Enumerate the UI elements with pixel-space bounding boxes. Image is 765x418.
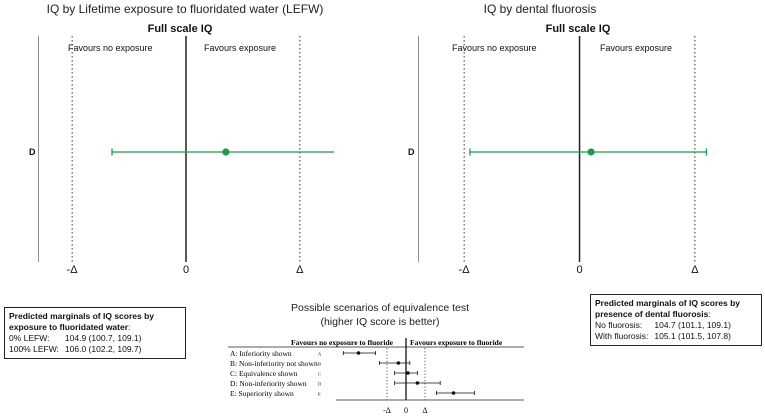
panel-2-plot xyxy=(418,36,708,262)
scenario-estimate xyxy=(356,351,361,355)
scenario-label: D: Non-inferiority shown xyxy=(230,379,307,388)
scenario-key: D xyxy=(318,382,322,387)
scenarios-title: Possible scenarios of equivalence test (… xyxy=(290,302,470,328)
panel-1-tick-zero: 0 xyxy=(182,264,190,276)
panel-1-tick-minus-delta: -Δ xyxy=(66,264,78,276)
marginals-left-heading: Predicted marginals of IQ scores by expo… xyxy=(9,311,155,332)
panel-2-subtitle: Full scale IQ xyxy=(545,23,611,35)
panel-2-ci xyxy=(469,148,708,156)
scenarios-tick-zero: 0 xyxy=(404,406,408,415)
marginals-right-heading: Predicted marginals of IQ scores by pres… xyxy=(595,298,741,319)
scenarios-right-label: Favours exposure to fluoride xyxy=(410,338,503,347)
panel-2-left-label: Favours no exposure xyxy=(452,43,537,53)
scenario-key: C xyxy=(318,372,321,377)
panel-2-title: IQ by dental fluorosis xyxy=(483,2,597,16)
scenarios-left-label: Favours no exposure to fluoride xyxy=(291,338,394,347)
scenario-label: A: Inferiority shown xyxy=(230,349,292,358)
point-estimate xyxy=(587,148,595,156)
panel-2-tick-zero: 0 xyxy=(576,264,583,276)
scenarios-tick-delta: Δ xyxy=(422,406,427,415)
scenarios-rows: A: Inferiority shown AB: Non-inferiority … xyxy=(230,349,475,398)
scenario-estimate xyxy=(396,361,401,365)
marginals-left-box: Predicted marginals of IQ scores by expo… xyxy=(4,307,186,359)
scenario-label: C: Equivalence shown xyxy=(230,369,298,378)
scenario-key: B xyxy=(318,362,321,367)
panel-2-tick-minus-delta: -Δ xyxy=(458,264,470,276)
panel-2-row-label: D xyxy=(408,147,415,157)
marginals-right-row: No fluorosis: 104.7 (101.1, 109.1) xyxy=(595,320,731,330)
panel-1-ci xyxy=(111,148,334,156)
marginals-left-row: 100% LEFW: 106.0 (102.2, 109.7) xyxy=(9,344,142,354)
panel-1-plot xyxy=(38,36,334,262)
marginals-left-row: 0% LEFW: 104.9 (100.7, 109.1) xyxy=(9,333,142,343)
panel-1-right-label: Favours exposure xyxy=(204,43,277,53)
scenarios-tick-minus-delta: -Δ xyxy=(383,406,391,415)
panel-2-tick-delta: Δ xyxy=(691,264,699,276)
point-estimate xyxy=(222,148,230,156)
scenario-label: B: Non-inferiority not shown xyxy=(230,359,318,368)
scenario-estimate xyxy=(406,371,410,375)
marginals-right-box: Predicted marginals of IQ scores by pres… xyxy=(590,294,762,346)
scenario-key: A xyxy=(318,352,322,357)
panel-1-row-label: D xyxy=(29,147,36,157)
scenario-key: E xyxy=(318,392,321,397)
scenario-estimate xyxy=(451,391,456,395)
scenario-estimate xyxy=(415,381,420,385)
scenarios-plot: Favours no exposure to fluoride Favours … xyxy=(228,338,524,415)
panel-1-tick-delta: Δ xyxy=(296,264,304,276)
scenario-label: E: Superiority shown xyxy=(230,389,294,398)
panel-1-left-label: Favours no exposure xyxy=(68,43,153,53)
panel-1-title: IQ by Lifetime exposure to fluoridated w… xyxy=(46,2,324,16)
panel-1-subtitle: Full scale IQ xyxy=(147,23,213,35)
panel-2-right-label: Favours exposure xyxy=(600,43,673,53)
marginals-right-row: With fluorosis: 105.1 (101.5, 107.8) xyxy=(595,331,731,341)
